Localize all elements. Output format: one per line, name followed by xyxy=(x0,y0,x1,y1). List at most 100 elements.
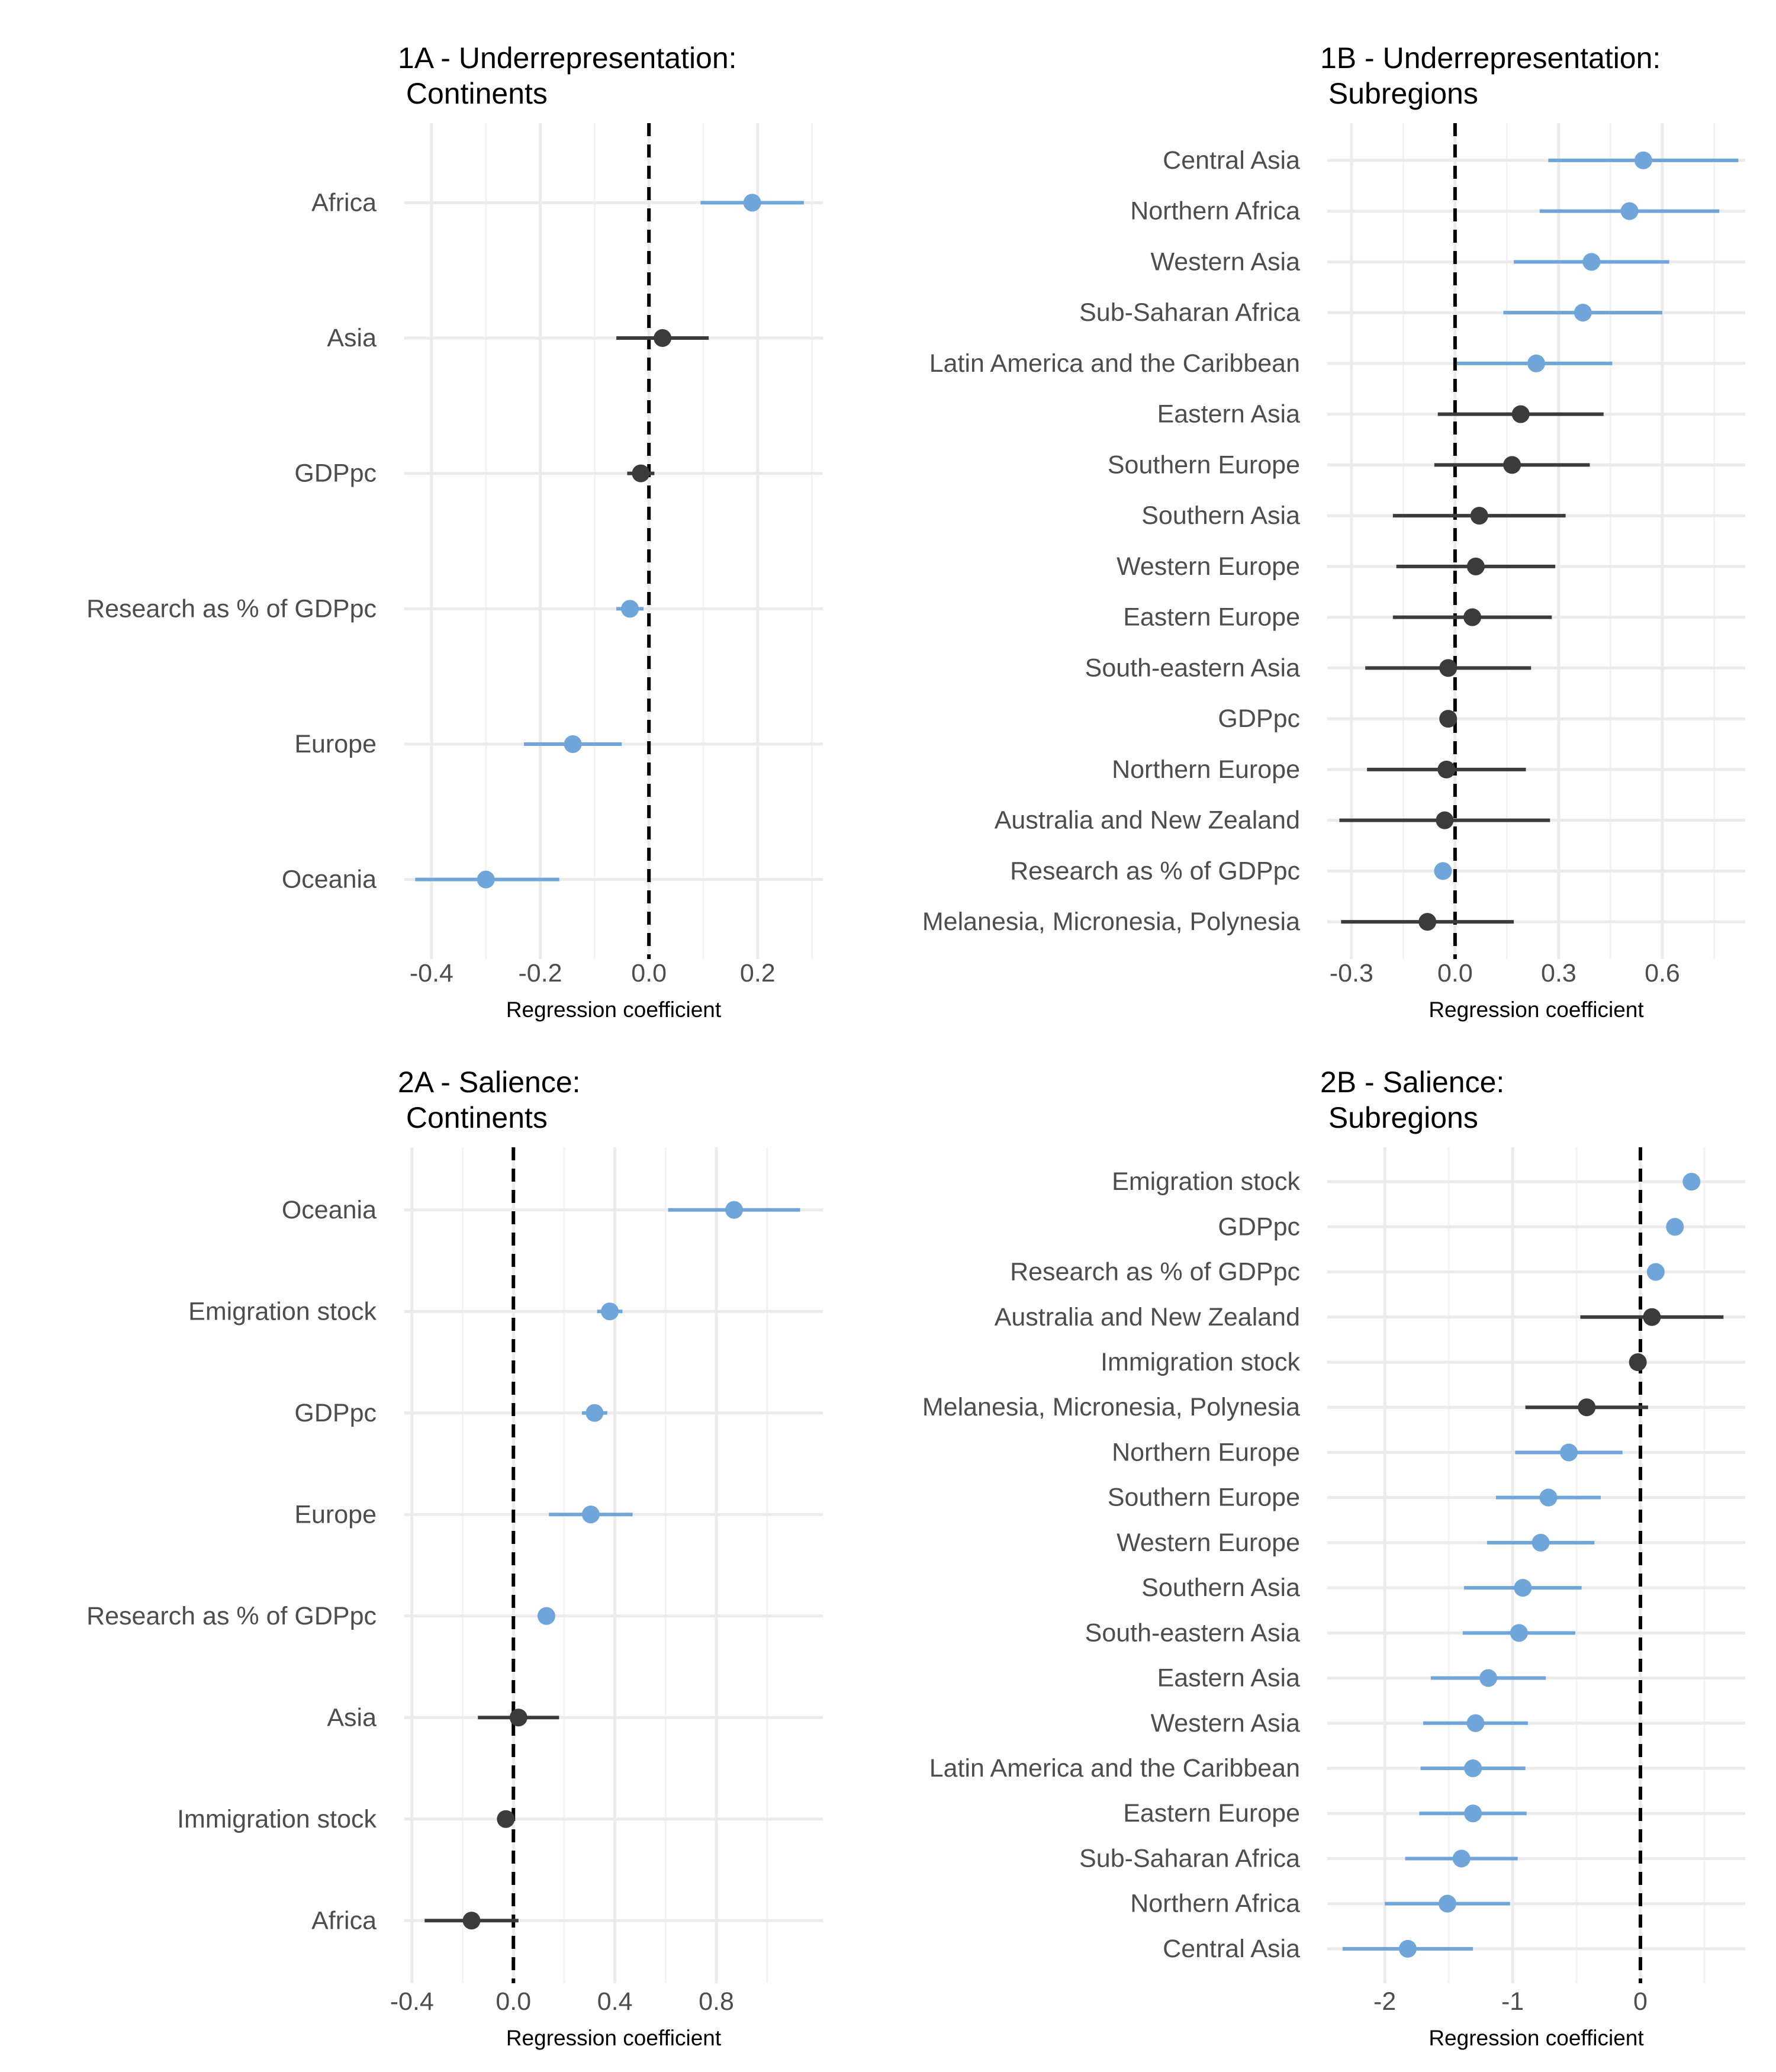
estimate-point xyxy=(1466,557,1485,575)
panel-title-line: 2B - Salience: xyxy=(1320,1066,1504,1099)
estimate-point xyxy=(1503,456,1521,474)
estimate-point xyxy=(1527,354,1545,372)
x-axis-title: Regression coefficient xyxy=(506,998,722,1022)
panel-title-line: Continents xyxy=(398,1101,548,1134)
x-tick-label: 0.4 xyxy=(597,1987,633,2016)
panel-title-line: Subregions xyxy=(1320,1101,1478,1134)
estimate-point xyxy=(1464,1759,1482,1777)
panel-title-line: 2A - Salience: xyxy=(398,1066,581,1099)
category-label: Eastern Europe xyxy=(1123,1799,1300,1828)
category-label: Emigration stock xyxy=(1112,1167,1300,1196)
category-label: GDPpc xyxy=(1218,1212,1300,1241)
x-tick-label: -0.4 xyxy=(390,1987,434,2016)
category-label: Immigration stock xyxy=(177,1805,377,1833)
panel-title: 1A - Underrepresentation: Continents xyxy=(398,41,737,110)
category-label: Eastern Asia xyxy=(1157,1664,1300,1693)
estimate-point xyxy=(1439,710,1458,728)
category-label: Research as % of GDPpc xyxy=(1010,857,1300,885)
category-label: Southern Europe xyxy=(1108,451,1300,479)
category-label: Research as % of GDPpc xyxy=(86,1602,377,1630)
estimate-point xyxy=(1646,1263,1665,1281)
estimate-point xyxy=(1629,1353,1647,1371)
estimate-point xyxy=(1582,253,1601,271)
estimate-point xyxy=(1578,1398,1596,1417)
panel-title: 2B - Salience: Subregions xyxy=(1320,1066,1504,1134)
category-label: Oceania xyxy=(282,1196,377,1224)
category-label: Sub-Saharan Africa xyxy=(1079,298,1300,327)
category-label: GDPpc xyxy=(294,1399,377,1427)
category-label: Africa xyxy=(311,1906,377,1935)
x-axis-title: Regression coefficient xyxy=(1428,998,1644,1022)
category-label: Asia xyxy=(327,324,377,352)
category-label: Emigration stock xyxy=(188,1297,377,1325)
category-label: Africa xyxy=(311,188,377,217)
category-label: Australia and New Zealand xyxy=(995,806,1300,835)
x-tick-label: -0.2 xyxy=(518,959,562,987)
estimate-point xyxy=(632,464,650,482)
x-tick-label: 0.0 xyxy=(496,1987,531,2016)
category-label: GDPpc xyxy=(1218,704,1300,733)
x-tick-label: 0.3 xyxy=(1541,959,1576,987)
x-tick-label: 0.0 xyxy=(631,959,667,987)
estimate-point xyxy=(497,1810,515,1828)
estimate-point xyxy=(743,194,761,212)
category-label: Asia xyxy=(327,1703,377,1732)
estimate-point xyxy=(477,870,495,889)
estimate-point xyxy=(1666,1218,1684,1236)
estimate-point xyxy=(585,1404,604,1422)
category-label: Research as % of GDPpc xyxy=(86,594,377,623)
category-label: Europe xyxy=(294,730,377,758)
estimate-point xyxy=(1560,1443,1578,1462)
estimate-point xyxy=(509,1709,527,1727)
x-tick-label: -2 xyxy=(1373,1987,1396,2016)
estimate-point xyxy=(1466,1714,1485,1732)
estimate-point xyxy=(462,1912,481,1930)
category-label: Latin America and the Caribbean xyxy=(929,349,1300,378)
estimate-point xyxy=(1634,151,1652,169)
estimate-point xyxy=(1438,1894,1456,1913)
estimate-point xyxy=(1510,1624,1528,1642)
panel-title: 2A - Salience: Continents xyxy=(398,1066,581,1134)
category-label: Southern Asia xyxy=(1141,1574,1300,1602)
panel-2a: Oceania Emigration stock GDPpc Europe Resear… xyxy=(86,1066,823,2050)
estimate-point xyxy=(725,1201,744,1219)
estimate-point xyxy=(1439,659,1458,677)
category-label: South-eastern Asia xyxy=(1085,654,1300,682)
category-label: Research as % of GDPpc xyxy=(1010,1258,1300,1286)
category-label: Western Europe xyxy=(1117,1529,1300,1557)
category-label: Southern Asia xyxy=(1141,501,1300,530)
category-label: South-eastern Asia xyxy=(1085,1619,1300,1647)
category-label: Northern Europe xyxy=(1112,1438,1300,1466)
estimate-point xyxy=(1463,608,1482,626)
estimate-point xyxy=(1418,913,1437,931)
estimate-point xyxy=(1514,1579,1532,1597)
estimate-point xyxy=(1452,1849,1471,1868)
panel-title-line: 1B - Underrepresentation: xyxy=(1320,41,1661,75)
estimate-point xyxy=(1574,304,1592,322)
estimate-point xyxy=(564,735,582,753)
estimate-point xyxy=(1539,1488,1558,1507)
estimate-point xyxy=(1464,1804,1482,1823)
x-tick-label: 0.0 xyxy=(1437,959,1473,987)
category-label: Latin America and the Caribbean xyxy=(929,1754,1300,1783)
x-axis-title: Regression coefficient xyxy=(506,2026,722,2050)
estimate-point xyxy=(1682,1173,1701,1191)
category-label: Oceania xyxy=(282,866,377,894)
x-tick-label: 0.2 xyxy=(740,959,776,987)
category-label: Central Asia xyxy=(1163,146,1300,175)
x-axis-title: Regression coefficient xyxy=(1428,2026,1644,2050)
panel-title-line: Subregions xyxy=(1320,77,1478,110)
estimate-point xyxy=(1470,507,1488,525)
estimate-point xyxy=(1479,1669,1498,1687)
estimate-point xyxy=(1437,760,1456,778)
category-label: Eastern Asia xyxy=(1157,400,1300,429)
panel-1a: Africa Asia GDPpc Research as % of GDPpc Eur… xyxy=(86,41,823,1022)
x-tick-label: -0.3 xyxy=(1330,959,1373,987)
estimate-point xyxy=(621,600,639,618)
category-label: Northern Europe xyxy=(1112,755,1300,784)
estimate-point xyxy=(1511,405,1530,423)
category-label: Eastern Europe xyxy=(1123,603,1300,632)
category-label: Northern Africa xyxy=(1130,197,1300,226)
panel-title: 1B - Underrepresentation: Subregions xyxy=(1320,41,1661,110)
estimate-point xyxy=(1436,811,1454,829)
